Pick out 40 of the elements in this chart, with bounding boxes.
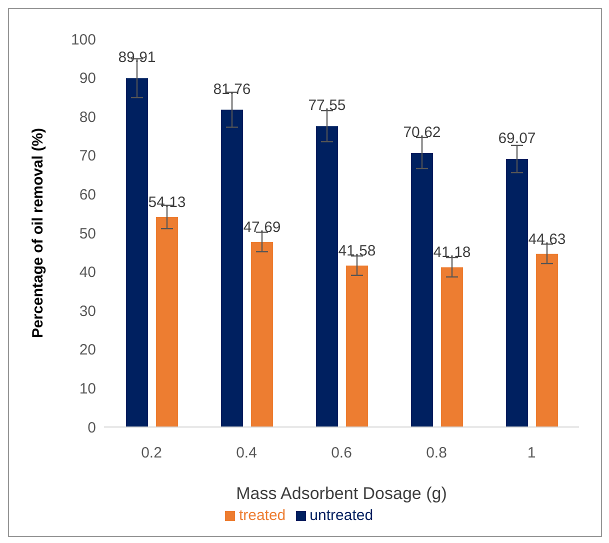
y-tick-label: 50	[79, 225, 96, 242]
data-label: 77.55	[308, 97, 346, 114]
data-label: 41.18	[433, 244, 471, 262]
y-tick-label: 60	[79, 186, 96, 204]
y-tick-label: 70	[79, 148, 96, 165]
bar	[506, 159, 528, 427]
data-label: 54.13	[148, 194, 186, 211]
x-tick-label: 0.4	[236, 444, 257, 462]
data-label: 47.69	[243, 218, 281, 236]
data-label: 81.76	[213, 80, 251, 98]
legend-label: treated	[238, 507, 286, 524]
legend-label: untreated	[310, 507, 374, 524]
y-tick-label: 30	[79, 302, 96, 320]
y-tick-label: 40	[79, 264, 96, 282]
bar	[536, 254, 558, 427]
data-label: 69.07	[498, 130, 536, 148]
x-tick-label: 0.6	[331, 444, 352, 462]
x-tick-label: 1	[527, 444, 536, 462]
bar	[411, 152, 433, 427]
y-tick-label: 10	[79, 380, 96, 398]
x-tick-label: 0.2	[141, 444, 162, 462]
bar	[156, 216, 178, 427]
bar	[126, 78, 148, 427]
bar	[221, 110, 243, 427]
y-tick-label: 0	[88, 419, 96, 436]
y-tick-label: 100	[70, 31, 96, 48]
bar	[251, 242, 273, 427]
y-tick-label: 80	[79, 108, 96, 126]
x-tick-label: 0.8	[426, 444, 447, 462]
bar	[316, 126, 338, 427]
data-label: 70.62	[403, 124, 441, 141]
y-tick-label: 90	[79, 70, 96, 88]
bar	[441, 267, 463, 427]
y-axis-title: Percentage of oil removal (%)	[29, 128, 46, 338]
bar	[346, 266, 368, 427]
x-axis-title: Mass Adsorbent Dosage (g)	[236, 484, 447, 503]
data-label: 41.58	[338, 242, 376, 260]
data-label: 89.91	[118, 49, 156, 66]
y-tick-label: 20	[79, 342, 96, 359]
data-label: 44.63	[528, 230, 566, 248]
